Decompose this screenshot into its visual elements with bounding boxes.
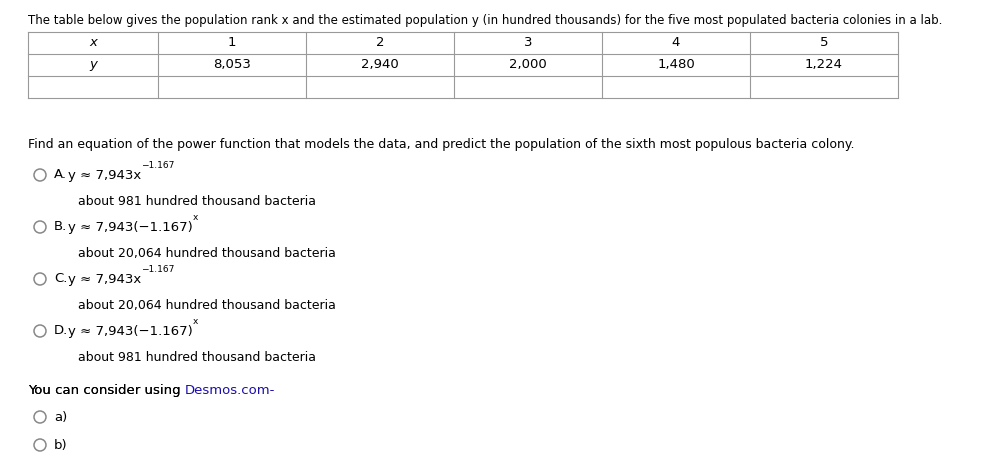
Text: 1,224: 1,224 xyxy=(805,59,843,71)
Text: 4: 4 xyxy=(672,36,680,49)
Text: 1,480: 1,480 xyxy=(657,59,695,71)
Text: You can consider using: You can consider using xyxy=(28,384,184,397)
Text: D.: D. xyxy=(54,325,69,337)
Text: y ≈ 7,943(−1.167): y ≈ 7,943(−1.167) xyxy=(68,325,192,337)
Text: 5: 5 xyxy=(820,36,828,49)
Text: B.: B. xyxy=(54,220,68,234)
Text: A.: A. xyxy=(54,169,67,182)
Text: 8,053: 8,053 xyxy=(213,59,251,71)
Text: The table below gives the population rank x and the estimated population y (in h: The table below gives the population ran… xyxy=(28,14,943,27)
Text: about 20,064 hundred thousand bacteria: about 20,064 hundred thousand bacteria xyxy=(78,299,336,312)
Text: about 20,064 hundred thousand bacteria: about 20,064 hundred thousand bacteria xyxy=(78,247,336,260)
Text: x: x xyxy=(192,213,198,223)
Text: You can consider using: You can consider using xyxy=(28,384,184,397)
Text: b): b) xyxy=(54,438,68,451)
Text: y ≈ 7,943(−1.167): y ≈ 7,943(−1.167) xyxy=(68,220,192,234)
Text: a): a) xyxy=(54,410,68,424)
Text: y: y xyxy=(89,59,97,71)
Text: Desmos.com-: Desmos.com- xyxy=(184,384,276,397)
Text: y ≈ 7,943x: y ≈ 7,943x xyxy=(68,169,141,182)
Text: x: x xyxy=(89,36,97,49)
Text: C.: C. xyxy=(54,272,68,285)
Text: about 981 hundred thousand bacteria: about 981 hundred thousand bacteria xyxy=(78,195,316,208)
Text: 3: 3 xyxy=(524,36,533,49)
Text: −1.167: −1.167 xyxy=(141,161,175,171)
Text: y ≈ 7,943x: y ≈ 7,943x xyxy=(68,272,141,285)
Text: 2,000: 2,000 xyxy=(509,59,546,71)
Text: Find an equation of the power function that models the data, and predict the pop: Find an equation of the power function t… xyxy=(28,138,854,151)
Text: x: x xyxy=(192,318,198,326)
Text: 1: 1 xyxy=(228,36,236,49)
Text: about 981 hundred thousand bacteria: about 981 hundred thousand bacteria xyxy=(78,351,316,364)
Text: 2: 2 xyxy=(376,36,385,49)
Text: −1.167: −1.167 xyxy=(141,266,175,274)
Text: 2,940: 2,940 xyxy=(361,59,399,71)
